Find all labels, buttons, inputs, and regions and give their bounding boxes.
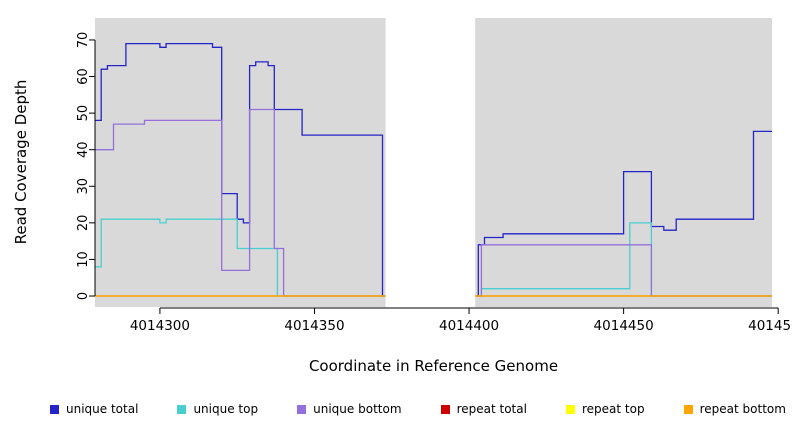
y-tick-label: 10 <box>76 251 91 268</box>
legend-item-unique-top: unique top <box>177 402 258 416</box>
y-tick-label: 30 <box>76 178 91 195</box>
legend-label: unique top <box>193 402 259 416</box>
legend-label: unique bottom <box>313 402 402 416</box>
y-tick-label: 0 <box>76 292 91 300</box>
legend-item-unique-bottom: unique bottom <box>297 402 402 416</box>
x-tick-label: 4014300 <box>130 318 190 334</box>
coverage-gap-band <box>385 18 476 307</box>
series-unique-total <box>95 42 772 297</box>
legend-item-repeat-total: repeat total <box>440 402 527 416</box>
legend-swatch-icon <box>440 404 450 414</box>
legend-swatch-icon <box>177 404 187 414</box>
y-tick-label: 20 <box>76 215 91 232</box>
legend-label: repeat bottom <box>699 402 786 416</box>
y-tick-label: 40 <box>76 141 91 158</box>
x-axis-title: Coordinate in Reference Genome <box>308 357 559 375</box>
legend-label: unique total <box>66 402 139 416</box>
legend-label: repeat top <box>581 402 645 416</box>
y-tick-label: 50 <box>76 105 91 122</box>
x-tick-label: 4014450 <box>594 318 654 334</box>
legend-item-repeat-bottom: repeat bottom <box>683 402 786 416</box>
x-tick-label: 4014350 <box>284 318 344 334</box>
y-tick-label: 70 <box>76 32 91 49</box>
legend: unique total unique top unique bottom repea… <box>50 402 786 416</box>
legend-item-unique-total: unique total <box>50 402 138 416</box>
legend-swatch-icon <box>297 404 307 414</box>
series-unique-bottom <box>95 108 772 297</box>
legend-swatch-icon <box>565 404 575 414</box>
y-axis-title: Read Coverage Depth <box>12 79 30 245</box>
legend-swatch-icon <box>50 404 59 414</box>
coverage-plot-canvas: 0 10 20 30 40 50 60 70 4014300 4014350 4014400 4014… <box>76 18 792 334</box>
x-tick-label: 4014500 <box>748 318 792 334</box>
legend-swatch-icon <box>683 404 693 414</box>
legend-item-repeat-top: repeat top <box>565 402 645 416</box>
legend-label: repeat total <box>456 402 527 416</box>
y-tick-label: 60 <box>76 68 91 85</box>
series-unique-top <box>95 218 772 297</box>
x-tick-label: 4014400 <box>439 318 499 334</box>
